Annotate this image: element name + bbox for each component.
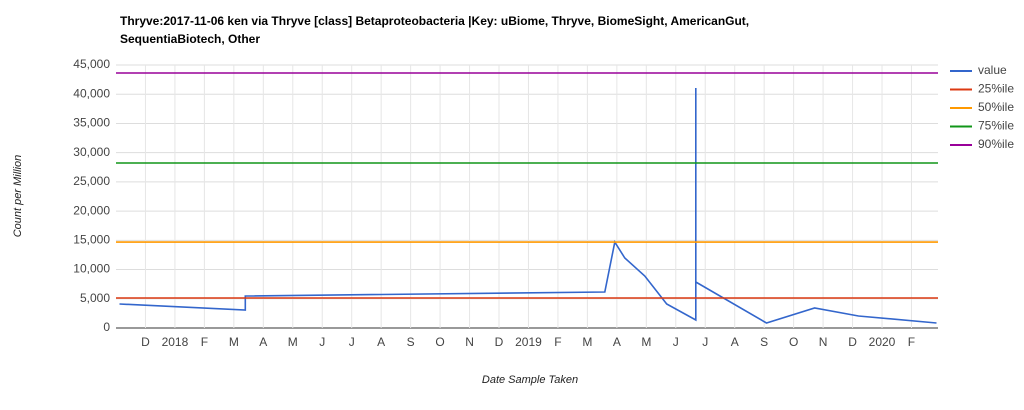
y-tick-label: 45,000	[73, 57, 110, 71]
x-tick-label: J	[349, 335, 355, 349]
y-tick-label: 10,000	[73, 262, 110, 276]
legend-label: value	[978, 63, 1007, 77]
legend-label: 25%ile	[978, 82, 1014, 96]
y-tick-label: 20,000	[73, 203, 110, 217]
x-tick-label: S	[760, 335, 768, 349]
x-tick-label: D	[141, 335, 150, 349]
x-tick-label: N	[465, 335, 474, 349]
x-tick-label: A	[613, 335, 621, 349]
x-tick-label: J	[702, 335, 708, 349]
x-tick-label: F	[201, 335, 208, 349]
y-tick-label: 30,000	[73, 145, 110, 159]
y-tick-label: 35,000	[73, 116, 110, 130]
y-tick-label: 25,000	[73, 174, 110, 188]
chart-title-line: SequentiaBiotech, Other	[120, 32, 260, 46]
legend-label: 90%ile	[978, 137, 1014, 151]
x-tick-label: J	[319, 335, 325, 349]
x-tick-label: N	[819, 335, 828, 349]
y-tick-label: 0	[103, 320, 110, 334]
x-tick-label: S	[407, 335, 415, 349]
x-tick-label: D	[848, 335, 857, 349]
x-tick-label: D	[495, 335, 504, 349]
x-tick-label: F	[908, 335, 915, 349]
x-tick-label: M	[641, 335, 651, 349]
series-line	[119, 88, 937, 324]
x-tick-label: O	[435, 335, 444, 349]
x-axis-title: Date Sample Taken	[482, 374, 578, 386]
x-tick-label: M	[582, 335, 592, 349]
chart-title-line: Thryve:2017-11-06 ken via Thryve [class]…	[120, 14, 749, 28]
x-tick-label: A	[259, 335, 267, 349]
x-tick-label: O	[789, 335, 798, 349]
y-tick-label: 15,000	[73, 233, 110, 247]
x-tick-label: M	[229, 335, 239, 349]
y-tick-label: 40,000	[73, 86, 110, 100]
x-tick-label: J	[673, 335, 679, 349]
legend-label: 50%ile	[978, 100, 1014, 114]
y-tick-label: 5,000	[80, 291, 110, 305]
x-tick-label: 2020	[869, 335, 896, 349]
x-tick-label: A	[731, 335, 739, 349]
x-tick-label: 2019	[515, 335, 542, 349]
x-tick-label: 2018	[162, 335, 189, 349]
y-axis-title: Count per Million	[12, 155, 24, 238]
x-tick-label: F	[554, 335, 561, 349]
legend-label: 75%ile	[978, 119, 1014, 133]
x-tick-label: M	[288, 335, 298, 349]
x-tick-label: A	[377, 335, 385, 349]
